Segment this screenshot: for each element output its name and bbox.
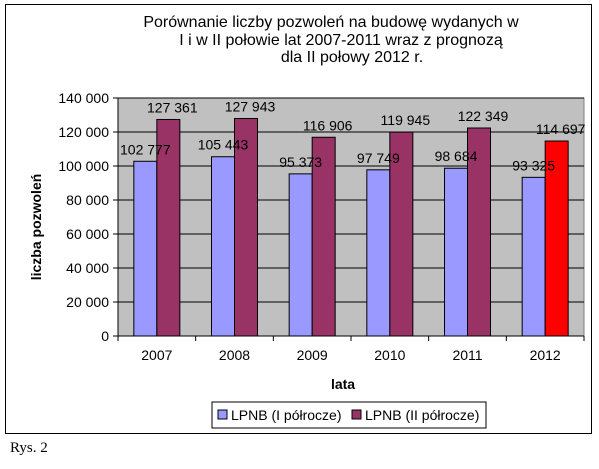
legend-label-ii-polrocze: LPNB (II półrocze) (365, 407, 479, 423)
bar-i-polrocze (133, 160, 158, 337)
data-label-ii-polrocze: 122 349 (458, 108, 509, 124)
legend: LPNB (I półrocze) LPNB (II półrocze) (211, 401, 487, 429)
data-label-i-polrocze: 95 373 (279, 154, 322, 170)
x-tick-label: 2012 (530, 347, 561, 363)
bar-i-polrocze (211, 156, 235, 337)
x-tick-label: 2010 (374, 347, 405, 363)
x-axis-title: lata (331, 376, 355, 392)
y-tick-label: 60 000 (66, 226, 109, 242)
bars (133, 117, 569, 337)
x-tick-label: 2009 (297, 347, 328, 363)
bar-i-polrocze (288, 173, 313, 337)
data-label-ii-polrocze: 114 697 (536, 121, 586, 137)
data-label-ii-polrocze: 119 945 (381, 112, 431, 128)
legend-swatch-i-polrocze (217, 409, 228, 420)
legend-label-i-polrocze: LPNB (I półrocze) (231, 407, 341, 423)
data-labels: 102 777 127 361 105 443 127 943 95 373 116 90… (120, 98, 586, 173)
bar-i-polrocze (366, 169, 391, 337)
y-axis-title: liczba pozwoleń (28, 174, 44, 281)
data-label-i-polrocze: 98 684 (435, 148, 478, 164)
x-tick-label: 2011 (452, 347, 482, 363)
y-tick-label: 0 (101, 328, 109, 344)
bar-i-polrocze (521, 176, 546, 337)
chart-title-line: I i w II połowie lat 2007-2011 wraz z pr… (179, 32, 503, 49)
y-tick-label: 40 000 (66, 260, 109, 276)
chart-title: Porównanie liczby pozwoleń na budowę wyd… (143, 14, 519, 66)
y-tick-label: 120 000 (58, 124, 109, 140)
chart-title-line: dla II połowy 2012 r. (281, 49, 423, 66)
y-tick-label: 100 000 (58, 158, 109, 174)
legend-swatch-ii-polrocze (351, 409, 362, 420)
data-label-i-polrocze: 105 443 (198, 137, 249, 153)
y-tick-label: 20 000 (66, 294, 109, 310)
data-label-i-polrocze: 97 749 (357, 150, 400, 166)
x-tick-label: 2007 (141, 347, 172, 363)
gridlines (118, 97, 584, 303)
y-tick-label: 80 000 (66, 192, 109, 208)
axes: 0 20 000 40 000 60 000 80 000 100 000 120 000 1… (28, 90, 585, 392)
data-label-ii-polrocze: 127 361 (147, 99, 198, 115)
data-label-i-polrocze: 93 325 (512, 157, 555, 173)
data-label-i-polrocze: 102 777 (120, 141, 171, 157)
y-tick-label: 140 000 (58, 90, 109, 106)
bar-i-polrocze (444, 167, 468, 337)
data-label-ii-polrocze: 127 943 (225, 98, 276, 114)
figure-caption: Rys. 2 (10, 440, 48, 456)
chart-title-line: Porównanie liczby pozwoleń na budowę wyd… (143, 14, 519, 31)
data-label-ii-polrocze: 116 906 (303, 117, 353, 133)
legend-box (211, 401, 487, 429)
plot-area (117, 97, 585, 337)
x-tick-label: 2008 (219, 347, 250, 363)
